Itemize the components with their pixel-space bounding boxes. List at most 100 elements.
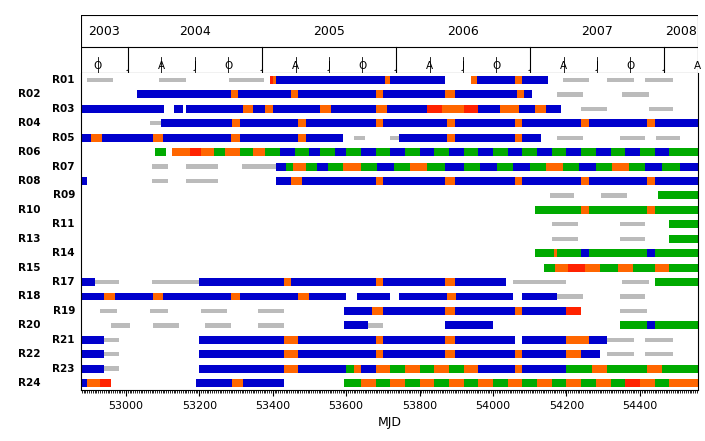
Bar [655,379,669,387]
Bar [585,264,599,272]
Text: O: O [626,61,634,71]
Bar [321,105,331,113]
Text: R09: R09 [53,191,75,201]
Bar [646,352,673,356]
Bar [243,379,284,387]
Bar [613,163,629,171]
Text: O: O [492,61,501,71]
Bar [567,379,581,387]
Text: R11: R11 [52,219,75,229]
Bar [455,177,515,185]
Text: 2005: 2005 [313,25,345,37]
Bar [669,379,698,387]
Bar [464,163,480,171]
Bar [493,148,508,156]
Text: 2004: 2004 [179,25,211,37]
Bar [231,90,238,98]
Bar [331,105,376,113]
Bar [589,249,647,257]
Bar [137,90,163,98]
Bar [479,365,493,373]
Bar [620,309,647,313]
Bar [298,292,309,300]
Bar [243,105,252,113]
Bar [647,365,662,373]
Bar [427,105,441,113]
Bar [446,307,455,315]
Bar [669,220,698,228]
Text: R13: R13 [18,234,41,244]
Bar [386,105,427,113]
Bar [306,163,317,171]
Bar [81,278,94,286]
Bar [149,121,161,125]
Bar [589,177,647,185]
Bar [455,336,515,344]
Bar [449,365,464,373]
Bar [317,163,328,171]
Bar [265,105,273,113]
Bar [286,163,293,171]
Bar [391,292,400,300]
Bar [376,148,391,156]
Bar [434,365,449,373]
Bar [115,292,154,300]
Bar [515,350,522,358]
Bar [376,177,383,185]
Bar [231,134,240,142]
Bar [102,134,154,142]
Bar [186,179,218,183]
Bar [346,292,357,300]
Bar [580,163,596,171]
Bar [522,76,548,84]
Bar [477,76,515,84]
Bar [276,177,291,185]
Bar [273,76,276,84]
Bar [161,120,170,127]
Bar [346,148,361,156]
Bar [607,338,634,342]
Bar [620,222,646,227]
Bar [419,379,434,387]
Bar [200,365,284,373]
Text: J: J [395,61,398,71]
Bar [552,148,567,156]
Text: R07: R07 [52,161,75,172]
Bar [546,163,563,171]
Bar [81,292,104,300]
Bar [383,177,446,185]
Bar [655,321,698,329]
Bar [383,350,446,358]
Bar [284,336,298,344]
Bar [522,148,537,156]
Bar [535,105,546,113]
Bar [558,135,583,140]
Bar [172,148,190,156]
Bar [201,309,227,313]
Bar [629,163,646,171]
Bar [449,379,464,387]
Bar [344,321,368,329]
Text: J: J [327,61,331,71]
Bar [121,105,130,113]
Bar [535,206,581,214]
Bar [200,336,284,344]
Bar [376,90,383,98]
Bar [154,292,163,300]
Bar [298,90,376,98]
Bar [81,336,104,344]
Bar [611,148,625,156]
Text: 2008: 2008 [665,25,697,37]
Bar [522,336,567,344]
Bar [522,134,541,142]
Bar [446,336,455,344]
Bar [391,135,400,140]
Bar [455,134,515,142]
Bar [455,120,515,127]
Bar [622,280,649,284]
Bar [446,278,455,286]
Text: A: A [560,61,567,71]
Bar [273,105,321,113]
Bar [647,321,655,329]
Bar [298,350,376,358]
